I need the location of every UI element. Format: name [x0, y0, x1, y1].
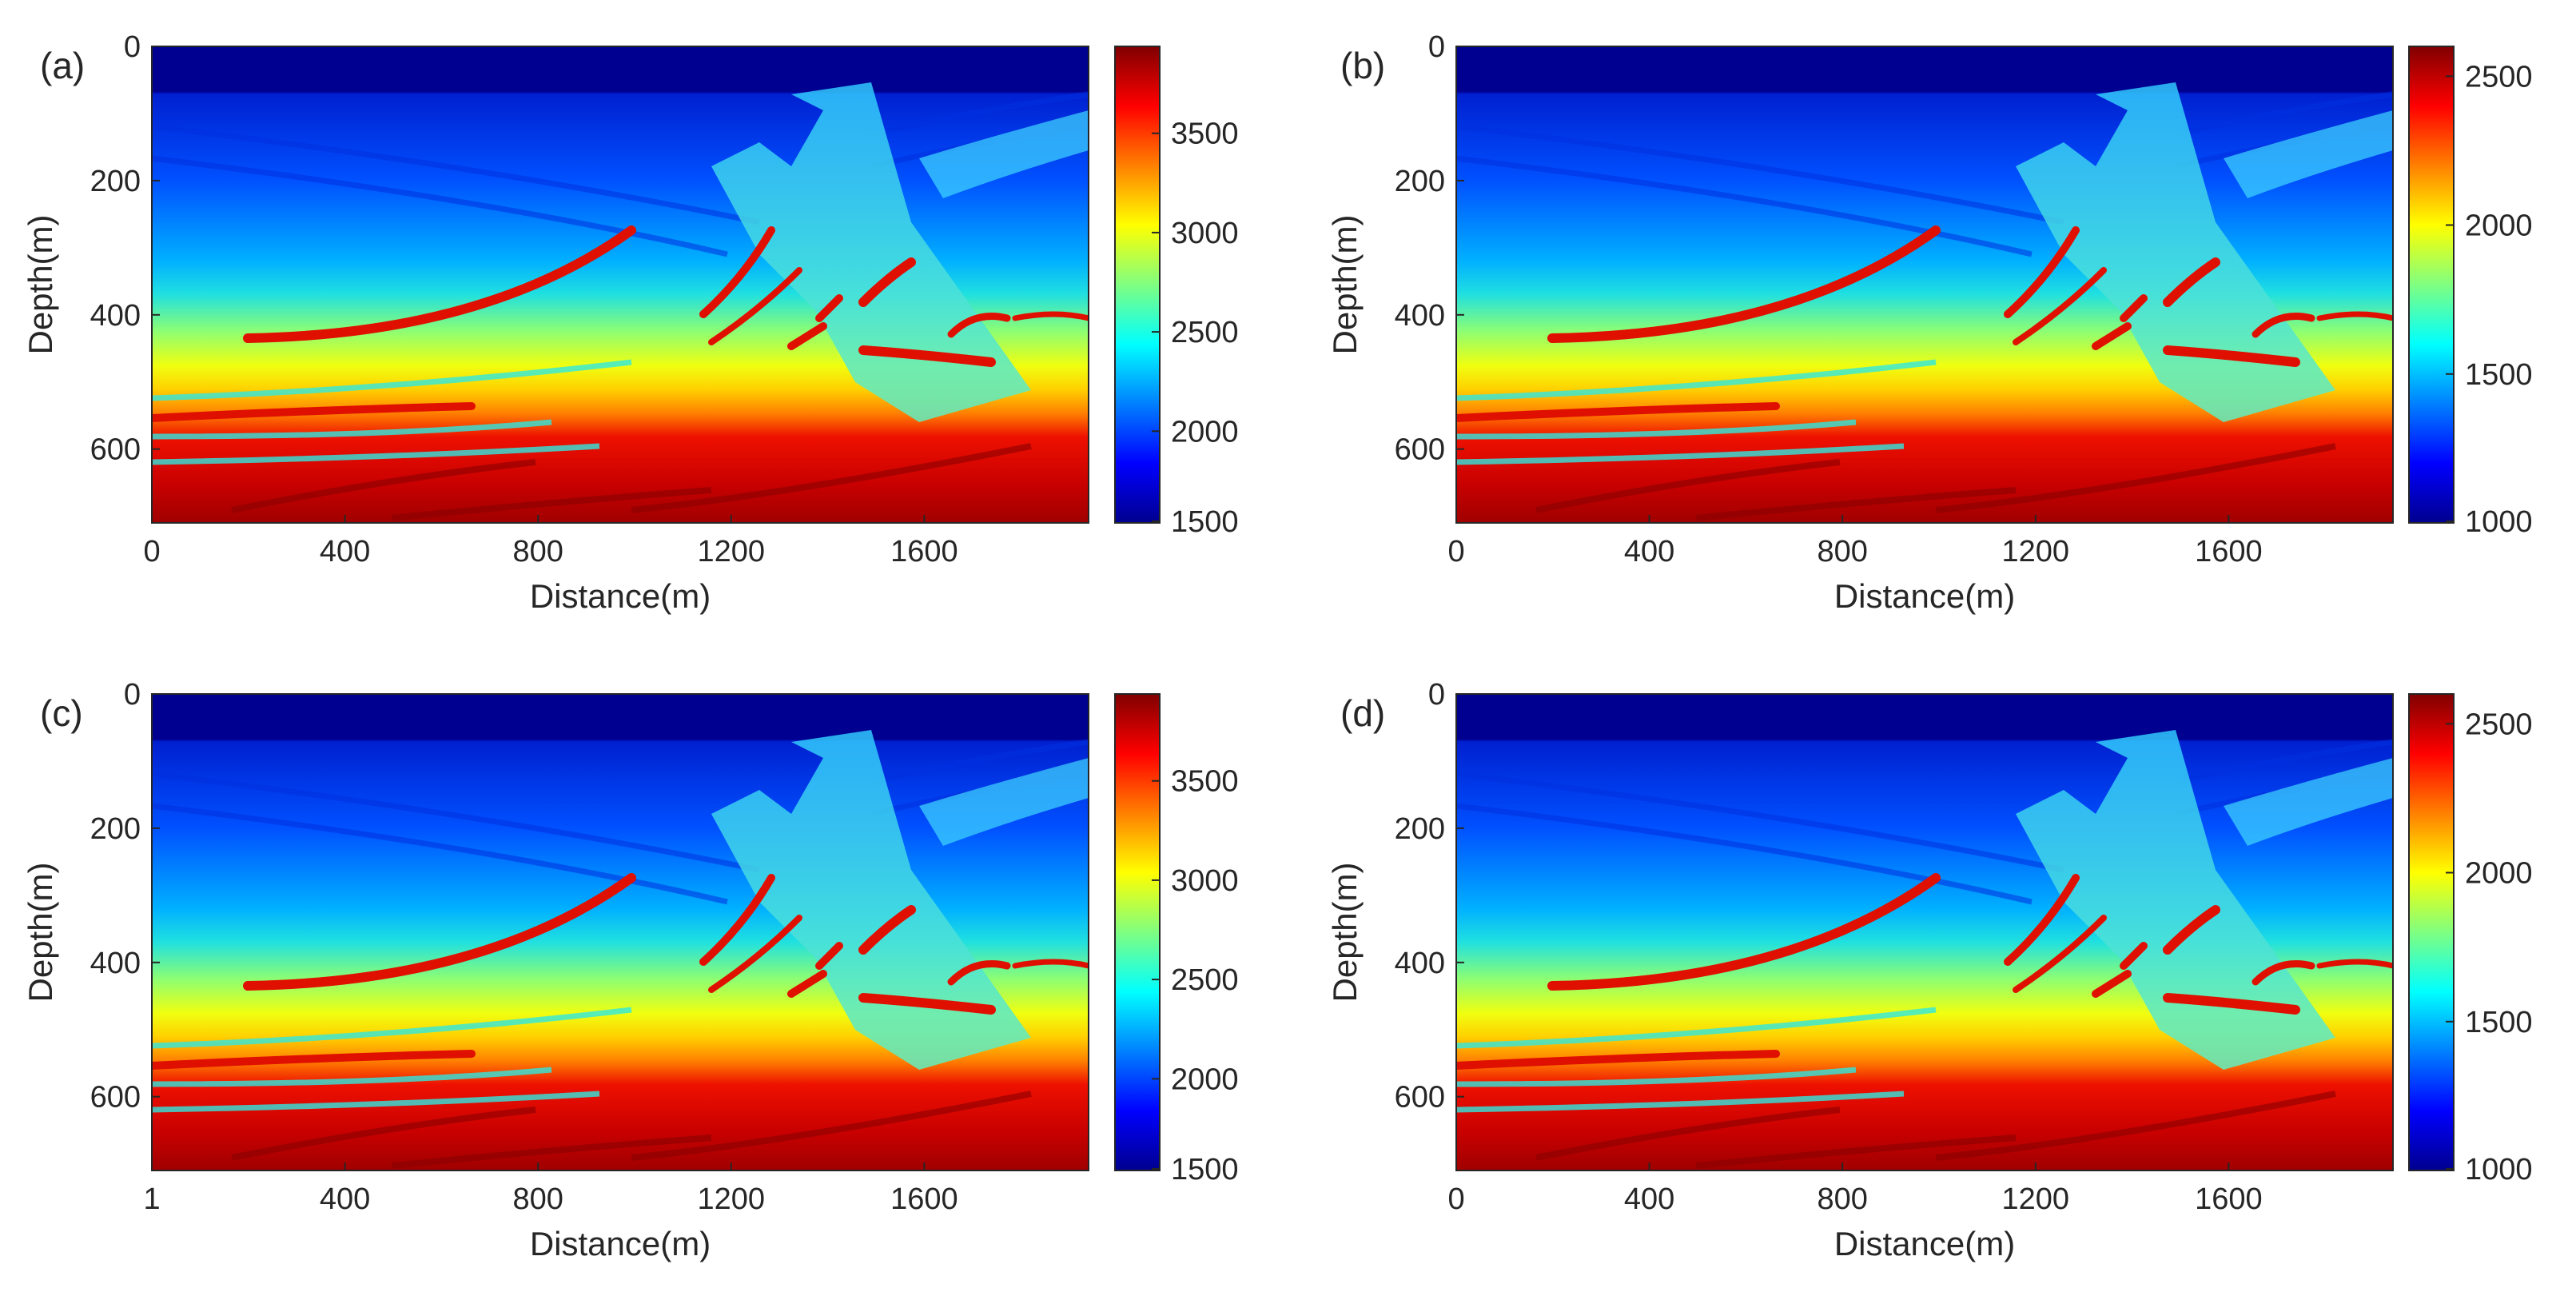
- panel-label: (a): [40, 45, 85, 86]
- colorbar-tick-label: 2500: [2465, 60, 2533, 94]
- x-axis: 1 400 800 1200 1600 Distance(m): [143, 1162, 958, 1262]
- x-tick-label: 800: [1817, 1182, 1867, 1216]
- x-tick-label: 400: [1624, 1182, 1674, 1216]
- x-tick-label: 1600: [890, 535, 958, 568]
- x-tick-label: 400: [1624, 535, 1674, 568]
- plot-frame: [151, 46, 1089, 524]
- x-tick-label: 1200: [698, 1182, 766, 1216]
- plot-frame: [1455, 693, 2394, 1171]
- y-tick-label: 200: [1395, 165, 1445, 198]
- colorbar: 3500 3000 2500 2000 1500: [1114, 693, 1239, 1186]
- x-tick-label: 800: [1817, 535, 1867, 568]
- y-axis-label: Depth(m): [1326, 862, 1364, 1002]
- x-tick-label: 400: [320, 1182, 370, 1216]
- y-tick-label: 0: [124, 678, 141, 712]
- y-tick-label: 0: [124, 30, 141, 64]
- y-axis: 0 200 400 600 Depth(m): [22, 30, 160, 467]
- colorbar-tick-label: 3000: [1171, 217, 1239, 250]
- colorbar-tick-label: 1000: [2465, 1153, 2533, 1186]
- colorbar-tick-label: 2500: [2465, 708, 2533, 741]
- x-tick-label: 1600: [890, 1182, 958, 1216]
- x-axis: 0 400 800 1200 1600 Distance(m): [1447, 515, 2263, 615]
- x-axis-label: Distance(m): [530, 577, 711, 615]
- x-tick-label: 1200: [2002, 535, 2070, 568]
- panel-c: 1 400 800 1200 1600 Distance(m) 0 200 40…: [22, 678, 1239, 1262]
- x-axis: 0 400 800 1200 1600 Distance(m): [143, 515, 958, 615]
- x-tick-label: 1200: [2002, 1182, 2070, 1216]
- panel-d: 0 400 800 1200 1600 Distance(m) 0 200 40…: [1326, 678, 2533, 1262]
- colorbar-tick-label: 2000: [1171, 1063, 1239, 1096]
- x-tick-label: 1600: [2195, 1182, 2263, 1216]
- velocity-heatmap: [1456, 694, 2393, 1170]
- x-axis: 0 400 800 1200 1600 Distance(m): [1447, 1162, 2263, 1262]
- colorbar-tick-label: 3500: [1171, 118, 1239, 151]
- y-tick-label: 200: [90, 165, 141, 198]
- y-axis-label: Depth(m): [22, 862, 59, 1002]
- colorbar-tick-label: 2500: [1171, 316, 1239, 349]
- y-tick-label: 400: [90, 299, 141, 333]
- panel-label: (b): [1340, 45, 1385, 86]
- x-axis-label: Distance(m): [530, 1225, 711, 1262]
- x-tick-label: 1200: [698, 535, 766, 568]
- y-tick-label: 600: [1395, 433, 1445, 467]
- x-axis-label: Distance(m): [1834, 577, 2015, 615]
- y-tick-label: 400: [1395, 947, 1445, 980]
- plot-frame: [151, 693, 1089, 1171]
- y-axis: 0 200 400 600 Depth(m): [22, 678, 160, 1115]
- velocity-heatmap: [152, 46, 1089, 523]
- colorbar-tick-label: 1000: [2465, 505, 2533, 539]
- panel-label: (d): [1340, 692, 1385, 734]
- y-axis: 0 200 400 600 Depth(m): [1326, 30, 1464, 467]
- y-tick-label: 600: [1395, 1081, 1445, 1115]
- colorbar-tick-label: 2500: [1171, 963, 1239, 997]
- y-axis: 0 200 400 600 Depth(m): [1326, 678, 1464, 1115]
- colorbar-tick-label: 2000: [1171, 415, 1239, 449]
- x-tick-label: 800: [512, 535, 563, 568]
- y-tick-label: 400: [90, 947, 141, 980]
- colorbar: 2500 2000 1500 1000: [2408, 693, 2533, 1186]
- x-axis-label: Distance(m): [1834, 1225, 2015, 1262]
- y-tick-label: 600: [90, 433, 141, 467]
- colorbar-tick-label: 1500: [1171, 1153, 1239, 1186]
- x-tick-label: 400: [320, 535, 370, 568]
- x-tick-label: 0: [1447, 1182, 1464, 1216]
- colorbar-tick-label: 1500: [2465, 358, 2533, 392]
- panel-label: (c): [40, 692, 83, 734]
- y-axis-label: Depth(m): [22, 214, 59, 354]
- x-tick-label: 0: [1447, 535, 1464, 568]
- y-tick-label: 400: [1395, 299, 1445, 333]
- colorbar-tick-label: 3000: [1171, 864, 1239, 898]
- y-tick-label: 0: [1428, 678, 1445, 712]
- colorbar-tick-label: 1500: [1171, 505, 1239, 539]
- y-axis-label: Depth(m): [1326, 214, 1364, 354]
- panel-a: 0 400 800 1200 1600 Distance(m) 0 200 40…: [22, 30, 1239, 615]
- colorbar-tick-label: 2000: [2465, 209, 2533, 243]
- colorbar: 3500 3000 2500 2000 1500: [1114, 46, 1239, 539]
- x-tick-label: 800: [512, 1182, 563, 1216]
- velocity-heatmap: [152, 694, 1089, 1170]
- x-tick-label: 1: [143, 1182, 160, 1216]
- y-tick-label: 0: [1428, 30, 1445, 64]
- colorbar-tick-label: 3500: [1171, 765, 1239, 799]
- y-tick-label: 200: [1395, 812, 1445, 846]
- panel-b: 0 400 800 1200 1600 Distance(m) 0 200 40…: [1326, 30, 2533, 615]
- x-tick-label: 1600: [2195, 535, 2263, 568]
- colorbar-tick-label: 2000: [2465, 857, 2533, 891]
- velocity-heatmap: [1456, 46, 2393, 523]
- colorbar: 2500 2000 1500 1000: [2408, 46, 2533, 539]
- plot-frame: [1455, 46, 2394, 524]
- y-tick-label: 200: [90, 812, 141, 846]
- x-tick-label: 0: [143, 535, 160, 568]
- y-tick-label: 600: [90, 1081, 141, 1115]
- colorbar-tick-label: 1500: [2465, 1006, 2533, 1039]
